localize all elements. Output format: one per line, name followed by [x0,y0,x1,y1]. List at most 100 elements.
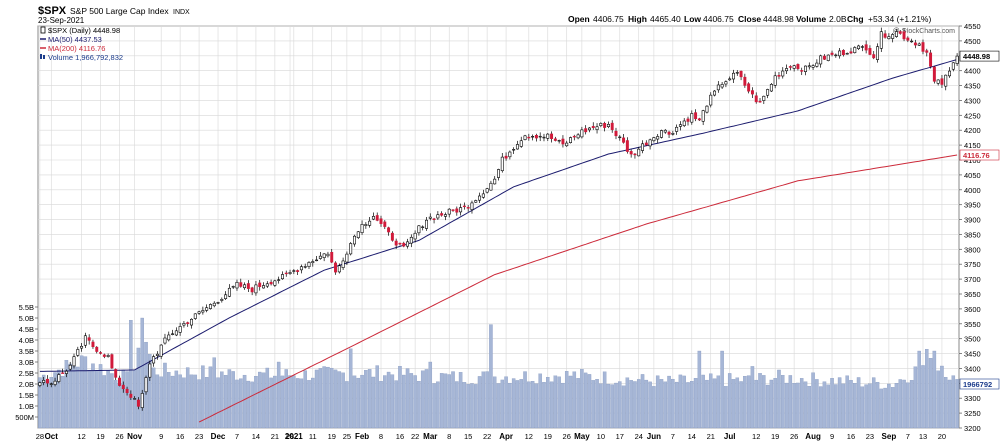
volume-bar [333,369,338,429]
volume-bar [849,380,853,429]
volume-bar [458,372,463,429]
candle-body [250,287,254,293]
volume-tick-label: 2.0B [19,380,34,389]
candle-body [800,70,804,72]
candle-body [762,95,766,101]
volume-bar [572,371,577,429]
volume-bar [750,366,755,429]
volume-bar [652,386,656,429]
volume-bar [568,375,573,429]
candle-body [315,259,319,262]
volume-bar [557,376,561,429]
volume-bar [383,375,387,429]
volume-bar [136,347,141,429]
volume-bar [117,383,122,429]
svg-text:MA(50) 4437.53: MA(50) 4437.53 [48,35,102,44]
volume-bar [276,361,281,429]
candle-body [891,34,895,39]
open-label: Open [568,14,590,24]
date-tick-label: Apr [499,432,513,441]
price-tick-label: 4100 [964,156,981,165]
volume-bar [587,374,592,429]
candle-body [364,224,368,227]
candle-body [819,55,823,65]
volume-bar [326,366,330,429]
volume-bar [633,381,637,429]
date-tick-label: 7 [671,432,675,441]
date-tick-label: 19 [544,432,552,441]
volume-bar [428,361,433,429]
volume-bar [352,375,357,429]
volume-bar [818,386,823,429]
candle-body [334,262,337,273]
volume-bar [697,350,702,429]
candle-body [239,282,243,287]
candle-body [265,283,269,287]
candle-body [716,84,720,91]
volume-bar [83,356,88,429]
volume-bar [185,367,190,429]
candle-body [208,304,212,309]
candle-body [910,40,914,43]
candle-body [72,356,76,367]
volume-bar [860,386,865,429]
change-label: Chg [847,14,864,24]
volume-bar [443,373,448,429]
price-tick-label: 4350 [964,82,981,91]
volume-tick-label: 1.0B [19,402,34,411]
volume-bar [807,386,812,429]
candle-body [227,287,231,297]
volume-bar [68,363,72,429]
candle-body [660,130,663,138]
volume-bar [496,383,501,429]
volume-bar [273,375,277,429]
price-tick-label: 3300 [964,394,981,403]
candle-body [652,137,656,142]
volume-bar [38,377,42,429]
volume-bar [95,370,99,429]
candle-body [565,142,569,147]
date-tick-label: 13 [919,432,927,441]
candle-body [534,134,538,139]
volume-bar [943,377,948,429]
price-tick-label: 4500 [964,37,981,46]
candle-body [447,208,451,215]
volume-bar [182,377,186,429]
date-tick-label: 12 [752,432,760,441]
candle-body [830,52,834,55]
candle-body [868,48,872,55]
index-name: S&P 500 Large Cap Index [70,6,169,16]
candle-body [394,240,398,246]
candle-body [425,219,428,229]
candle-body [538,135,542,138]
candle-body [379,218,383,224]
volume-bar [311,377,315,429]
volume-bar [466,384,470,429]
candle-body [531,136,535,138]
volume-bar [390,374,395,429]
candle-body [303,266,307,268]
candle-body [508,151,512,158]
volume-bar [76,366,80,429]
candle-body [743,76,747,86]
volume-bar [455,381,459,429]
volume-bar [113,380,118,429]
candle-body [815,62,819,67]
volume-bar [796,382,800,429]
candle-body [330,251,334,263]
candle-body [186,322,190,324]
volume-bar [41,374,46,429]
candle-body [690,113,694,123]
date-tick-label: Oct [45,432,59,441]
candle-body [121,384,125,390]
volume-bar [822,381,827,429]
volume-bars [38,317,959,429]
legend-item-price: $SPX (Daily) 4448.98 [40,26,120,35]
candle-body [489,182,493,191]
ma50-path [39,59,958,372]
candle-body [807,65,811,68]
close-tag: 4448.98 [963,52,990,61]
volume-bar [932,350,937,429]
candle-body [322,253,326,259]
